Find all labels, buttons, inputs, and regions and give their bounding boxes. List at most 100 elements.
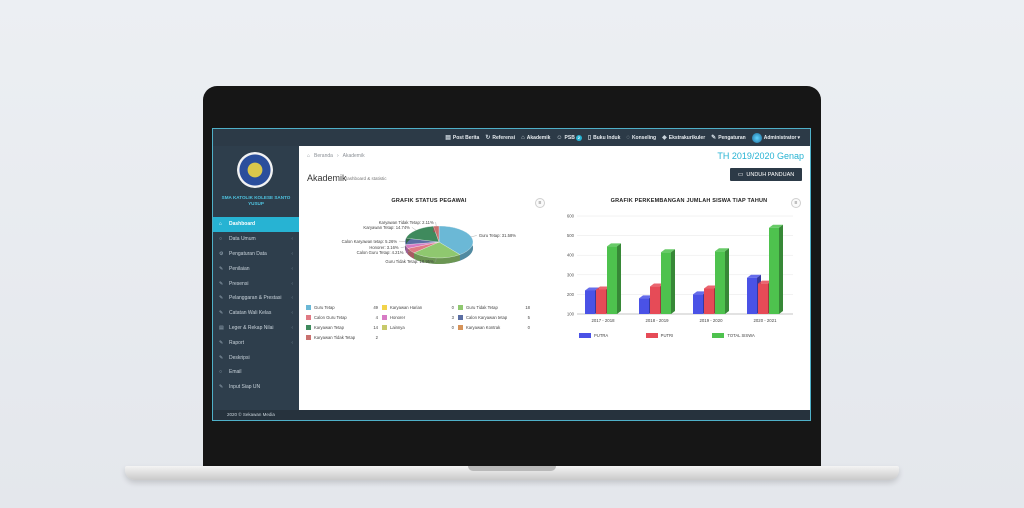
y-tick-label: 600 [567,214,575,219]
bar-chart-title: GRAFIK PERKEMBANGAN JUMLAH SISWA TIAP TA… [610,198,768,204]
bar-putra[interactable] [585,290,595,314]
pie-chart: Guru Tetap: 31.58% Guru Tidak Tetap: 18.9… [313,208,516,288]
sidebar-item-raport[interactable]: ✎ Raport ‹ [213,335,299,350]
bar-putra[interactable] [747,277,757,314]
bar-total-siswa[interactable] [769,227,779,314]
nav-item-referensi[interactable]: ↻ Referensi [485,134,516,142]
sidebar-item-label: Dashboard [229,221,256,228]
chevron-left-icon: ‹ [291,295,293,302]
pie-slice-side [405,244,408,255]
bar-putra[interactable] [693,294,703,314]
sidebar-menu: ⌂ Dashboard ○ Data Umum ‹ ⚙ Pengaturan Data ‹ ✎ P… [213,217,299,395]
nav-item-pengaturan[interactable]: ✎ Pengaturan [711,134,746,142]
pie-slice-label: Honorer: 3.16% [369,245,399,251]
pie-slice[interactable] [413,241,461,259]
sidebar: SMA KATOLIK KOLESE SANTO YUSUP ⌂ Dashboar… [213,146,299,420]
legend-value: 4 [375,314,378,320]
nav-item-ekstrakurikuler[interactable]: ◆ Ekstrakurikuler [662,134,705,142]
bar-total-siswa[interactable] [607,246,617,314]
legend-value: 0 [527,324,530,330]
sidebar-item-leger-rekap-nilai[interactable]: ▤ Leger & Rekap Nilai ‹ [213,321,299,336]
sidebar-item-catatan-wali-kelas[interactable]: ✎ Catatan Wali Kelas ‹ [213,306,299,321]
legend-item[interactable]: Guru Tetap 49 [306,304,382,310]
sidebar-item-label: Leger & Rekap Nilai [229,324,274,331]
sidebar-item-label: Penilaian [229,265,250,272]
sidebar-item-email[interactable]: ○ Email [213,365,299,380]
legend-item[interactable]: Guru Tidak Tetap 18 [458,304,534,310]
legend-item[interactable]: Karyawan Tetap 14 [306,324,382,330]
legend-item[interactable]: Honorer 3 [382,314,458,320]
legend-label: TOTAL SISWA [727,333,755,338]
sidebar-item-presensi[interactable]: ✎ Presensi ‹ [213,276,299,291]
nav-item-buku-induk[interactable]: ▯ Buku Induk [588,134,621,142]
bar-putri[interactable] [704,288,714,314]
bar-total-siswa[interactable] [715,251,725,314]
nav-item-administrator[interactable]: Administrator ▾ [751,132,800,143]
sidebar-item-penilaian[interactable]: ✎ Penilaian ‹ [213,261,299,276]
nav-label: Administrator [763,134,797,141]
legend-item[interactable]: Karyawan Kontrak 0 [458,324,534,330]
sidebar-item-data-umum[interactable]: ○ Data Umum ‹ [213,232,299,247]
nav-item-psb[interactable]: ☺ PSB 2 [556,134,582,141]
home-icon: ⌂ [307,153,311,159]
legend-swatch [382,324,387,330]
bar-side [725,248,729,314]
legend-label: Calon Guru Tetap [314,314,347,320]
legend-item[interactable]: Karyawan Tidak Tetap 2 [306,334,382,340]
file-icon: ▤ [219,324,224,331]
legend-item[interactable]: Calon Guru Tetap 4 [306,314,382,320]
legend-item[interactable]: Calon Karyawan tetap 5 [458,314,534,320]
pie-slice-label: Calon Karyawan tetap: 5.26% [341,238,398,244]
pie-slice[interactable] [438,225,474,255]
avatar-icon [751,132,762,143]
pie-slice-label: Karyawan Tidak Tetap: 2.11% [378,219,434,225]
page-title: Akademik [307,173,347,183]
sidebar-item-pelanggaran-prestasi[interactable]: ✎ Pelanggaran & Prestasi ‹ [213,291,299,306]
pie-slice-label: Guru Tidak Tetap: 18.95% [385,259,434,265]
bar-total-siswa[interactable] [661,252,671,314]
nav-item-post-berita[interactable]: ▤ Post Berita [445,134,479,142]
legend-label: Karyawan Tetap [314,324,344,330]
nav-label: Referensi [492,134,516,141]
bar-chart-options-button[interactable]: ≡ [791,198,801,208]
legend-swatch [306,334,311,340]
bar-legend-item[interactable]: PUTRA [579,333,646,338]
y-tick-label: 500 [567,233,575,238]
bar-legend-item[interactable]: PUTRI [645,333,713,338]
pie-chart-options-button[interactable]: ≡ [535,198,545,208]
school-name: SMA KATOLIK KOLESE SANTO YUSUP [221,195,291,206]
legend-swatch [382,304,387,310]
legend-label: Guru Tidak Tetap [466,304,498,310]
x-tick-label: 2017 - 2018 [592,318,616,323]
bar-putri[interactable] [758,283,768,314]
bar-putri[interactable] [650,286,660,314]
nav-label: Pengaturan [718,134,746,141]
legend-item[interactable]: Karyawan Harian 0 [382,304,458,310]
chevron-left-icon: ‹ [291,324,293,331]
download-guide-button[interactable]: ▭ UNDUH PANDUAN [730,168,802,181]
edit-icon: ✎ [219,280,224,287]
legend-label: Karyawan Harian [390,304,423,310]
sidebar-item-deskripsi[interactable]: ✎ Deskripsi [213,350,299,365]
academic-term: TH 2019/2020 Genap [717,151,804,161]
y-tick-label: 400 [567,253,575,258]
bar-top [715,248,729,252]
sidebar-item-dashboard[interactable]: ⌂ Dashboard [213,217,299,232]
legend-item[interactable]: Lainnya 0 [382,324,458,330]
breadcrumb-home[interactable]: Beranda [314,153,333,159]
sidebar-item-input-siap-un[interactable]: ✎ Input Siap UN [213,380,299,395]
footer: 2020 © Sekawan Media [213,410,810,420]
sidebar-item-pengaturan-data[interactable]: ⚙ Pengaturan Data ‹ [213,247,299,262]
pie-chart-svg [399,222,477,264]
x-tick-label: 2019 - 2020 [700,318,724,323]
bar-putra[interactable] [639,298,649,314]
legend-row: Guru Tetap 49 Karyawan Harian 0 Guru Tidak T… [306,302,534,312]
nav-item-akademik[interactable]: ⌂ Akademik [521,135,550,141]
pie-slice-side [407,248,414,259]
legend-row: Calon Guru Tetap 4 Honorer 3 Calon Karyawan … [306,312,534,322]
bar-legend-item[interactable]: TOTAL SISWA [712,333,779,338]
bar-putri[interactable] [596,289,606,315]
nav-item-konseling[interactable]: ◌ Konseling [626,135,656,141]
pie-slice[interactable] [405,226,440,243]
sidebar-item-label: Pelanggaran & Prestasi [229,295,282,302]
